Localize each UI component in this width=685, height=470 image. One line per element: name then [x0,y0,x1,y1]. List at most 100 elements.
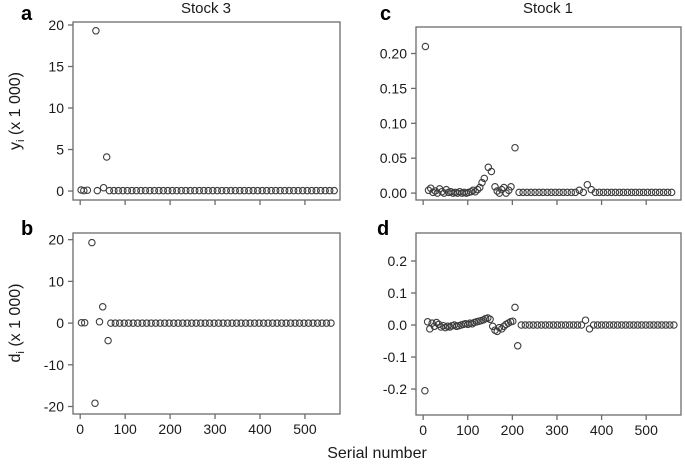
data-point-circle [583,180,592,189]
data-point-circle [192,319,200,327]
plot-svg-a: 0 5 10 15 20 [48,17,341,205]
y-tick-label: -0.2 [383,381,407,397]
x-axis-label: Serial number [327,445,427,462]
data-point-circle [651,188,660,197]
data-point-circle [621,321,630,329]
data-point-circle [168,186,177,195]
data-point-circle [609,321,618,329]
data-point-circle [563,188,571,197]
x-tick-label: 500 [293,421,317,437]
y-tick-label: 0.2 [388,253,408,269]
data-point-circle [285,186,293,195]
data-point-circle [219,319,227,327]
data-point-circle [569,321,578,329]
data-point-circle [282,319,290,327]
data-point-circle [545,321,554,329]
data-point-circle [493,187,501,195]
data-point-circle [322,319,331,327]
data-point-circle [196,319,205,327]
data-point-circle [142,319,151,327]
data-point-circle [201,319,209,327]
data-point-circle [533,321,542,329]
data-point-circle [115,319,124,327]
data-point-circle [169,319,178,327]
data-point-circle [597,321,606,329]
data-point-circle [573,321,582,329]
data-point-circle [629,321,638,329]
data-point-circle [98,303,107,311]
data-point-circle [316,186,325,195]
data-point-circle [525,321,534,329]
data-point-circle [138,319,146,327]
data-point-circle [155,186,163,195]
data-point-circle [605,321,614,329]
data-point-circle [227,186,235,195]
data-point-circle [579,188,588,197]
data-point-circle [178,319,187,327]
data-point-circle [557,321,566,329]
plot-border [415,26,682,201]
data-point-circle [268,319,277,327]
data-point-circle [186,186,195,195]
data-point-circle [486,315,494,324]
data-point-circle [177,186,186,195]
data-point-circle [601,321,610,329]
y-tick-label: 0.10 [380,115,407,131]
y-axis-label-di: di (x 1 000) [7,253,28,393]
data-point-circle [619,188,628,197]
data-point-circle [423,318,432,326]
data-point-circle [531,188,539,197]
plot-border [415,232,682,416]
data-point-circle [277,319,286,327]
data-point-circle [647,188,656,197]
data-point-circle [147,319,155,327]
data-point-circle [92,27,100,35]
data-point-circle [637,321,646,329]
data-point-circle [611,188,620,197]
data-point-circle [491,183,499,191]
data-point-circle [537,321,546,329]
y-tick-label: 20 [48,17,64,33]
data-point-circle [120,319,128,327]
y-tick-label: 0.0 [388,317,408,333]
data-point-circle [249,186,257,195]
plot-svg-c: 0.00 0.05 0.10 0.15 0.20 [380,26,682,205]
data-point-circle [517,321,526,329]
y-tick-label: 0.1 [388,285,408,301]
data-point-circle [615,188,624,197]
data-point-circle [77,318,86,327]
data-point-circle [223,319,232,327]
y-axis-label-main: d [7,353,24,363]
y-axis-label-yi: yi (x 1 000) [7,41,27,181]
y-tick-label: 10 [48,273,64,289]
data-point-circle [567,188,576,197]
data-point-circle [104,336,112,345]
data-point-circle [327,319,335,327]
data-point-circle [639,188,648,197]
data-point-circle [650,321,658,329]
data-point-circle [110,186,118,195]
x-tick-label: 100 [113,421,137,437]
data-point-circle [309,319,317,327]
data-point-circle [165,319,173,327]
data-point-circle [259,319,268,327]
plot-border [72,21,341,201]
data-point-circle [105,186,114,195]
data-point-circle [237,319,245,327]
data-point-circle [507,183,515,191]
data-point-circle [128,186,136,195]
data-point-circle [476,183,484,192]
data-point-circle [291,319,299,327]
data-point-circle [519,188,527,197]
y-axis-label-main: y [7,142,24,151]
y-axis-label-sub: i [15,351,28,354]
data-point-circle [133,319,142,327]
data-point-circle [228,319,236,327]
data-point-circle [551,188,559,197]
data-point-circle [214,319,223,327]
data-point-circle [205,319,214,327]
y-tick-label: 5 [56,142,64,158]
data-point-circle [159,186,168,195]
data-point-circle [88,238,96,247]
